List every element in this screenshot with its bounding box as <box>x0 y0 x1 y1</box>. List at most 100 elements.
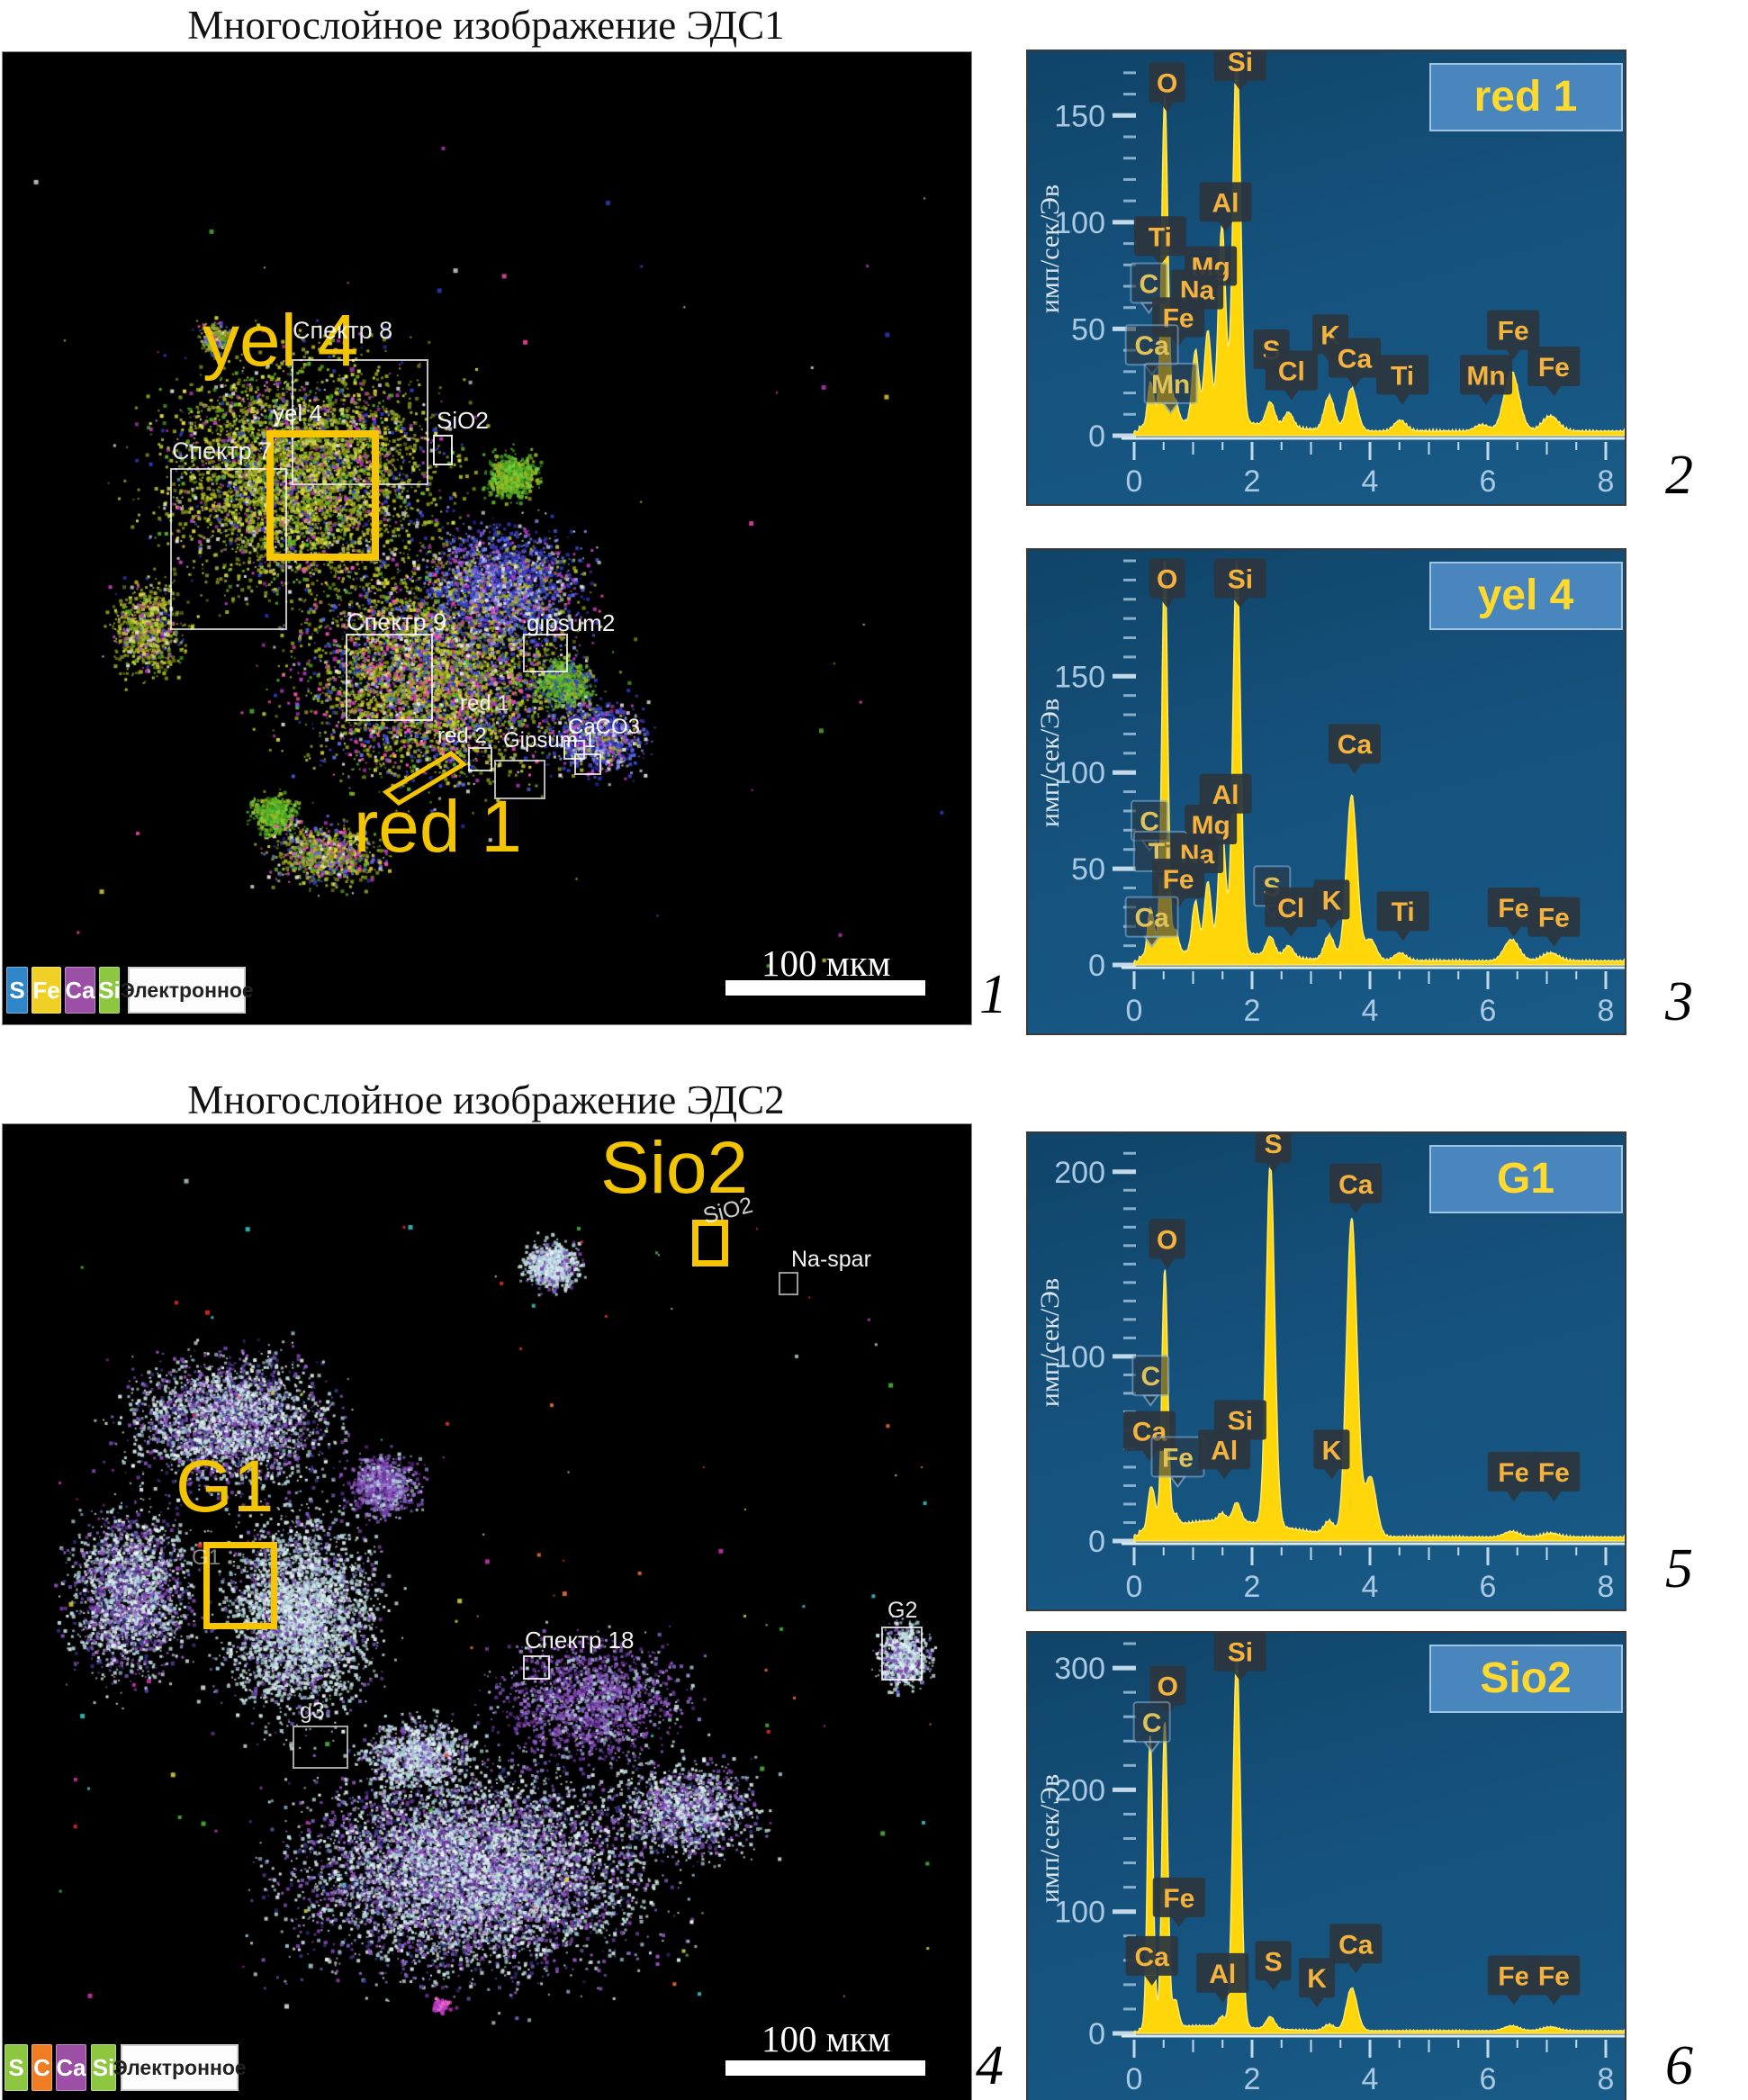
svg-text:yel 4: yel 4 <box>1478 572 1574 619</box>
svg-text:Ca: Ca <box>1134 1942 1169 1972</box>
svg-text:Ca: Ca <box>1338 1170 1374 1200</box>
svg-text:2: 2 <box>1244 1570 1261 1604</box>
spectrum-title-badge: G1 <box>1429 1145 1623 1213</box>
svg-text:100: 100 <box>1054 756 1105 790</box>
svg-text:Ca: Ca <box>1338 344 1373 374</box>
spectrum-region-marker <box>574 753 601 775</box>
svg-text:O: O <box>1158 1672 1178 1701</box>
element-peak-label-fe: Fe <box>1487 1451 1540 1501</box>
element-peak-label-k: K <box>1313 1429 1350 1480</box>
element-peak-label-cl: Cl <box>1265 350 1318 401</box>
figure-number-2: 2 <box>1665 445 1693 506</box>
sem2-scale-bar <box>725 2060 925 2076</box>
element-map-chip-ca: Ca <box>56 2044 86 2091</box>
element-peak-label-si: Si <box>1213 51 1266 91</box>
svg-text:150: 150 <box>1054 99 1105 133</box>
spectrum-label: red 2 <box>437 724 487 748</box>
spectrum-region-marker <box>292 359 428 485</box>
element-peak-label-ti: Ti <box>1376 355 1429 405</box>
svg-text:Si: Si <box>1228 564 1253 594</box>
svg-text:0: 0 <box>1088 419 1105 454</box>
eds-spectrum-chart-g1: 0 100 200 имп/сек/Эв 0 2 4 6 8 S Ca O C Ca Fe Si Al K Fe Fe… <box>1026 1131 1626 1611</box>
y-axis-label: имп/сек/Эв <box>1035 1774 1065 1903</box>
element-peak-label-si: Si <box>1213 558 1266 608</box>
element-peak-label-ca: Ca <box>1328 724 1381 774</box>
svg-text:300: 300 <box>1054 1652 1105 1686</box>
spectrum-label: gipsum2 <box>527 609 616 636</box>
spectrum-region-marker <box>523 634 568 672</box>
element-peak-label-fe: Fe <box>1487 310 1540 360</box>
svg-text:8: 8 <box>1598 1570 1615 1604</box>
element-peak-label-ca: Ca <box>1125 1935 1178 1986</box>
spectrum-region-marker <box>494 760 545 799</box>
svg-text:Fe: Fe <box>1498 894 1529 924</box>
element-peak-label-al: Al <box>1199 182 1252 232</box>
svg-text:Fe: Fe <box>1163 1884 1194 1914</box>
element-map-chip-fe: Fe <box>32 967 61 1014</box>
svg-text:Cl: Cl <box>1277 894 1304 924</box>
svg-text:Fe: Fe <box>1538 353 1570 383</box>
element-peak-label-fe: Fe <box>1527 346 1581 396</box>
svg-text:6: 6 <box>1480 1570 1497 1604</box>
eds-spectrum-chart-red1: 0 50 100 150 имп/сек/Эв 0 2 4 6 8 O Si Al Ti Mg C Na Fe Ca… <box>1026 50 1626 506</box>
svg-text:Ca: Ca <box>1338 730 1373 760</box>
svg-text:Sio2: Sio2 <box>1480 1654 1571 1702</box>
svg-text:Fe: Fe <box>1498 1458 1529 1488</box>
y-axis-label: имп/сек/Эв <box>1035 185 1065 313</box>
svg-text:Ca: Ca <box>1134 331 1169 361</box>
selected-region-marker <box>266 430 379 561</box>
element-peak-label-o: O <box>1149 62 1185 113</box>
svg-text:Fe: Fe <box>1538 904 1570 933</box>
figure-number-1: 1 <box>979 964 1007 1025</box>
spectrum-title-badge: red 1 <box>1429 63 1623 131</box>
element-peak-label-s: S <box>1255 1133 1292 1173</box>
spectrum-label: g3 <box>300 1699 325 1724</box>
element-map-chip-ca: Ca <box>65 967 95 1014</box>
region-callout-label: G1 <box>176 1446 275 1528</box>
element-map-chip-s: S <box>6 967 28 1014</box>
y-axis-label: имп/сек/Эв <box>1035 1278 1065 1407</box>
svg-text:50: 50 <box>1071 312 1105 347</box>
svg-text:Fe: Fe <box>1538 1458 1570 1488</box>
spectrum-region-marker <box>170 468 287 630</box>
element-map-chip-c: C <box>32 2044 52 2091</box>
element-peak-label-ca: Ca <box>1329 1924 1383 1974</box>
svg-text:4: 4 <box>1362 464 1379 499</box>
svg-text:100: 100 <box>1054 206 1105 240</box>
spectrum-region-marker <box>779 1272 798 1295</box>
spectrum-curve <box>1133 560 1625 966</box>
svg-text:Si: Si <box>1228 1638 1253 1668</box>
sem-image-eds1: yel 4 Спектр 8 yel 4 Спектр 7 SiO2 Спектр 9 gi… <box>2 51 972 1025</box>
svg-text:4: 4 <box>1362 994 1379 1028</box>
svg-text:Al: Al <box>1209 1960 1236 1989</box>
element-peak-label-mn: Mn <box>1143 362 1198 415</box>
svg-text:Fe: Fe <box>1498 1962 1529 1992</box>
svg-text:Ti: Ti <box>1392 897 1415 927</box>
sem-image-eds2: Sio2 SiO2 Na-spar G1 G1 Спектр 18 g3 G2 S C Ca Si Э… <box>2 1123 972 2100</box>
spectrum-title-badge: yel 4 <box>1429 562 1623 630</box>
region-callout-label: yel 4 <box>203 300 359 382</box>
element-peak-label-k: K <box>1313 879 1350 930</box>
spectrum-curve <box>1133 1163 1625 1542</box>
spectrum-curve <box>1133 1655 1625 2034</box>
svg-text:6: 6 <box>1480 2062 1497 2096</box>
svg-text:red 1: red 1 <box>1474 73 1578 121</box>
spectrum-label: Спектр 18 <box>525 1627 635 1654</box>
sem2-scale-label: 100 мкм <box>761 2018 891 2059</box>
svg-text:Mn: Mn <box>1151 370 1190 400</box>
electron-mode-label: Электронное <box>120 967 254 1014</box>
eds-spectrum-chart-yel4: 0 50 100 150 имп/сек/Эв 0 2 4 6 8 O Si Ca Al Mg C Ti Na Fe… <box>1026 548 1626 1035</box>
svg-text:Ti: Ti <box>1149 222 1172 252</box>
element-map-chip-s: S <box>5 2044 28 2091</box>
svg-text:K: K <box>1307 1964 1327 1994</box>
svg-text:Al: Al <box>1212 188 1239 218</box>
spectrum-label: Спектр 9 <box>347 608 447 635</box>
svg-text:G1: G1 <box>1497 1155 1554 1203</box>
element-peak-label-ca: Ca <box>1329 1163 1383 1213</box>
region-callout-label: Sio2 <box>600 1127 749 1209</box>
spectrum-label: Спектр 8 <box>293 317 393 344</box>
element-peak-label-o: O <box>1149 558 1185 608</box>
